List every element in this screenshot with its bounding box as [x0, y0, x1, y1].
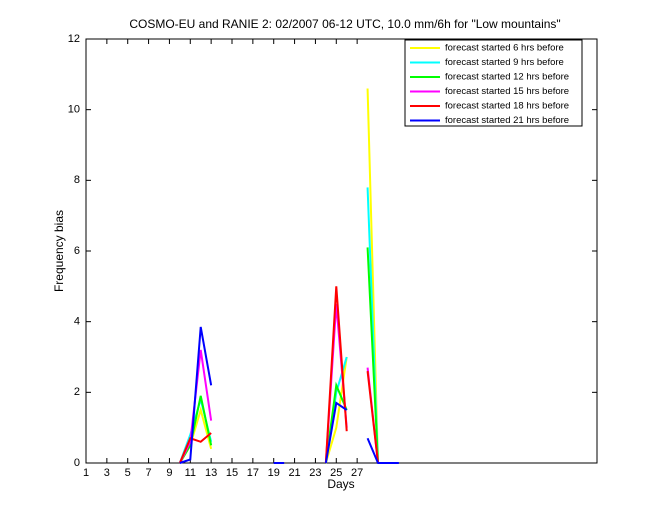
y-tick-label: 8 [74, 174, 80, 186]
legend-label: forecast started 15 hrs before [445, 86, 569, 97]
legend-label: forecast started 21 hrs before [445, 115, 569, 126]
y-tick-label: 0 [74, 457, 80, 469]
legend-label: forecast started 9 hrs before [445, 57, 564, 68]
x-tick-label: 7 [146, 467, 152, 479]
legend-label: forecast started 12 hrs before [445, 72, 569, 83]
x-tick-label: 3 [104, 467, 110, 479]
legend-label: forecast started 18 hrs before [445, 101, 569, 112]
series-line [178, 286, 379, 464]
series-line [179, 326, 399, 464]
x-tick-label: 25 [330, 467, 342, 479]
y-tick-label: 10 [68, 104, 80, 116]
x-tick-label: 19 [268, 467, 280, 479]
x-tick-label: 5 [125, 467, 131, 479]
x-axis-label: Days [327, 477, 354, 491]
x-tick-label: 13 [205, 467, 217, 479]
legend [404, 39, 583, 127]
x-tick-label: 9 [166, 467, 172, 479]
x-tick-label: 23 [309, 467, 321, 479]
y-tick-label: 4 [74, 316, 80, 328]
y-axis-label: Frequency bias [52, 210, 66, 292]
x-tick-label: 17 [247, 467, 259, 479]
x-tick-label: 1 [83, 467, 89, 479]
y-tick-label: 6 [74, 245, 80, 257]
legend-label: forecast started 6 hrs before [445, 43, 564, 54]
x-tick-label: 15 [226, 467, 238, 479]
chart-title: COSMO-EU and RANIE 2: 02/2007 06-12 UTC,… [129, 17, 560, 31]
x-tick-label: 21 [288, 467, 300, 479]
x-tick-label: 27 [351, 467, 363, 479]
y-tick-label: 12 [68, 33, 80, 45]
y-tick-label: 2 [74, 386, 80, 398]
x-tick-label: 11 [185, 467, 196, 479]
